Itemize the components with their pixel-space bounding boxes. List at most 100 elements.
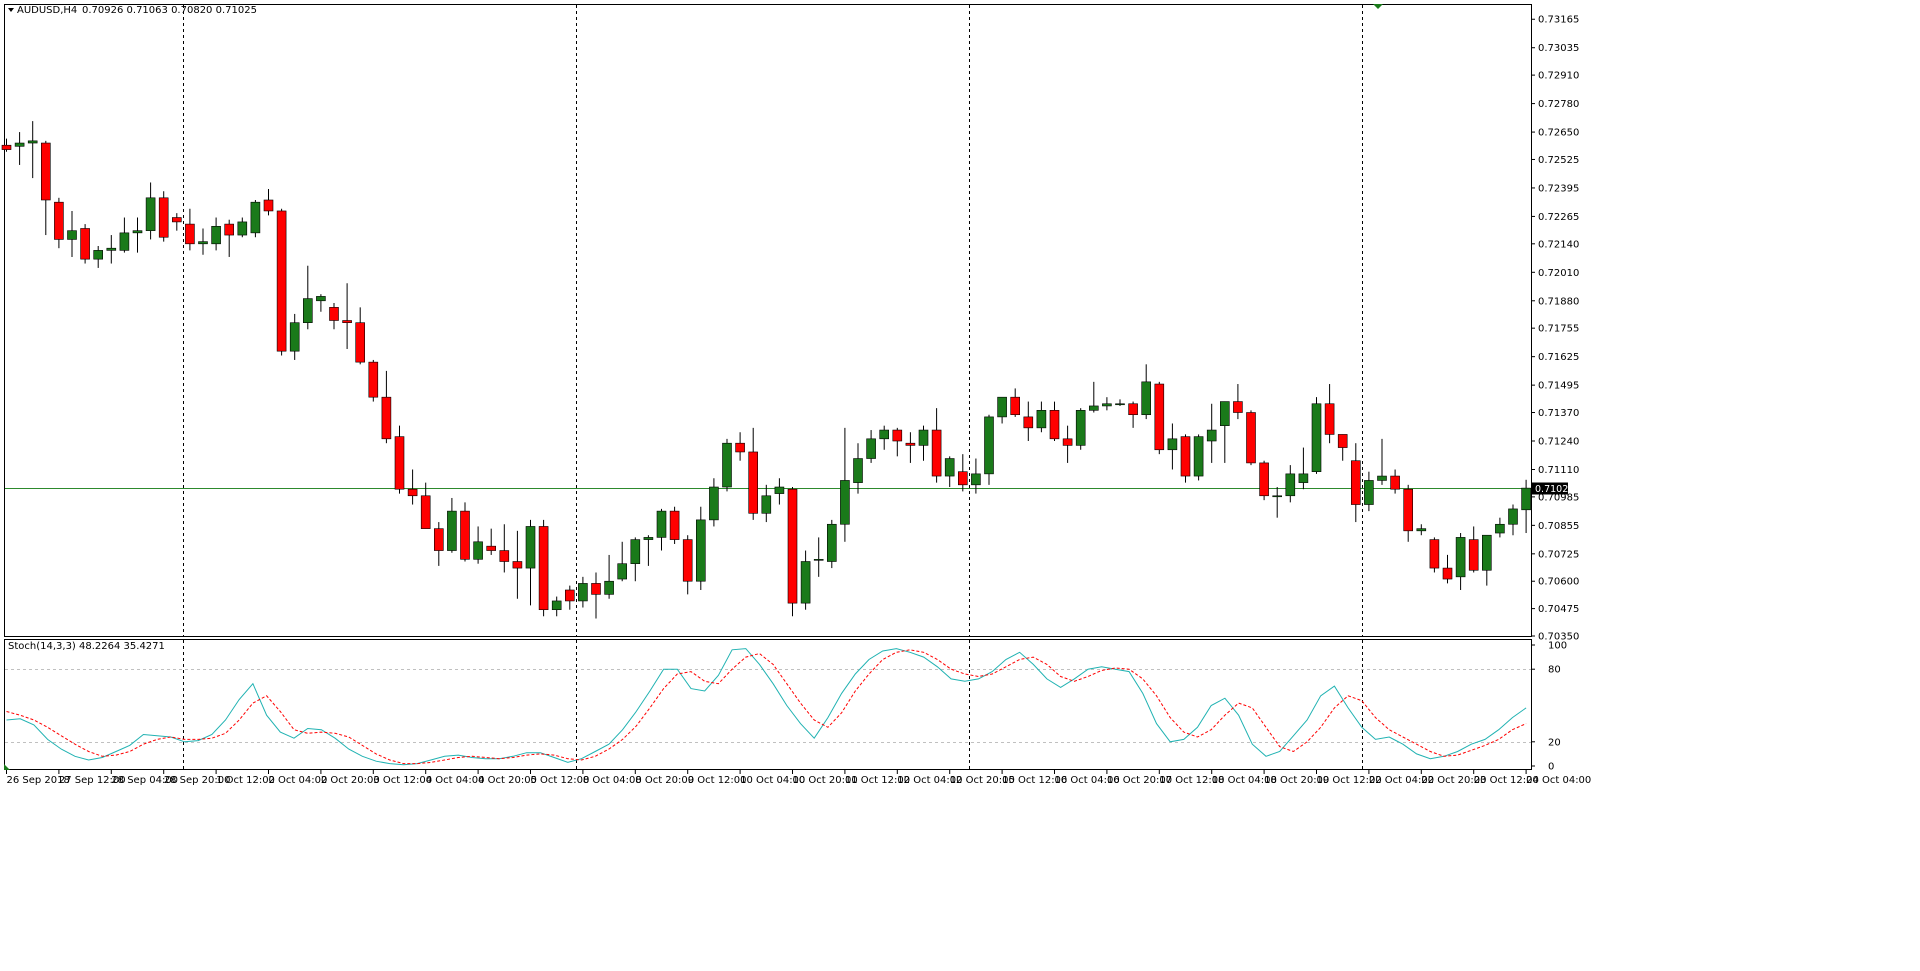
time-tick-label: 28 Sep 04:00 bbox=[111, 775, 178, 786]
price-tick-label: 0.72265 bbox=[1538, 212, 1579, 223]
price-axis[interactable]: 0.73165 0.73035 0.72910 0.72780 0.72650 0.725… bbox=[1531, 15, 1579, 643]
price-tick-label: 0.70600 bbox=[1538, 577, 1579, 588]
candle bbox=[617, 541, 628, 582]
time-tick-label: 8 Oct 04:00 bbox=[583, 775, 642, 786]
candle-body-bull bbox=[997, 396, 1007, 418]
candle bbox=[892, 427, 903, 457]
price-tick-label: 0.70475 bbox=[1538, 604, 1579, 615]
stoch-level-lines bbox=[5, 669, 1531, 743]
candle bbox=[1167, 423, 1178, 470]
candle-body-bull bbox=[774, 486, 785, 494]
candle-body-bull bbox=[695, 519, 706, 582]
candle bbox=[1220, 401, 1230, 463]
candle-body-bear bbox=[1233, 401, 1243, 413]
price-tick-label: 0.71370 bbox=[1538, 408, 1579, 419]
candle-body-bull bbox=[1521, 487, 1531, 511]
candle-body-bull bbox=[944, 458, 955, 477]
time-tick-label: 28 Sep 20:00 bbox=[164, 775, 231, 786]
candle-body-bull bbox=[722, 442, 732, 488]
candle bbox=[1416, 524, 1427, 536]
candle bbox=[1233, 384, 1243, 420]
candle-body-bear bbox=[185, 223, 195, 245]
candle bbox=[158, 191, 169, 242]
candle bbox=[984, 414, 994, 485]
candle-body-bear bbox=[669, 510, 680, 540]
candle-body-bear bbox=[1390, 475, 1400, 490]
candle-body-bear bbox=[263, 199, 274, 212]
candle-body-bear bbox=[80, 228, 90, 260]
time-tick-label: 17 Oct 12:00 bbox=[1159, 775, 1224, 786]
candle-body-bull bbox=[1102, 403, 1112, 407]
candle-body-bull bbox=[447, 510, 457, 551]
candlesticks bbox=[1, 121, 1531, 619]
price-tick-label: 0.70725 bbox=[1538, 549, 1579, 560]
candle bbox=[1128, 401, 1138, 428]
price-badge-text: 0.71025 bbox=[1535, 484, 1574, 495]
candle bbox=[1285, 465, 1296, 503]
candle-body-bull bbox=[918, 429, 929, 446]
candle bbox=[433, 522, 444, 566]
time-tick-label: 2 Oct 04:00 bbox=[269, 775, 328, 786]
candle-body-bull bbox=[866, 438, 876, 459]
candle bbox=[1062, 425, 1073, 463]
candle bbox=[853, 443, 863, 494]
candle bbox=[1324, 384, 1335, 444]
candle-body-bull bbox=[211, 225, 221, 245]
candle-body-bull bbox=[14, 142, 25, 147]
time-tick-label: 9 Oct 12:00 bbox=[688, 775, 747, 786]
candle-body-bull bbox=[119, 232, 130, 251]
candle bbox=[1468, 526, 1479, 573]
candle-body-bear bbox=[394, 436, 405, 490]
time-tick-label: 4 Oct 04:00 bbox=[426, 775, 485, 786]
candle bbox=[211, 217, 221, 251]
candle bbox=[67, 210, 77, 257]
stochastic-lines bbox=[6, 648, 1527, 766]
candle bbox=[224, 219, 234, 257]
candle-body-bear bbox=[1403, 488, 1413, 532]
candle bbox=[525, 519, 536, 606]
candle-body-bull bbox=[1115, 403, 1125, 406]
candle-body-bull bbox=[145, 197, 156, 231]
time-tick-label: 2 Oct 20:00 bbox=[321, 775, 380, 786]
candle-body-bear bbox=[276, 210, 287, 352]
time-tick-label: 24 Oct 04:00 bbox=[1526, 775, 1591, 786]
shift-marker-icon bbox=[4, 764, 10, 770]
candle-body-bear bbox=[54, 201, 64, 240]
candle-body-bull bbox=[27, 140, 38, 144]
candle bbox=[1049, 401, 1060, 442]
candle-body-bull bbox=[853, 458, 863, 483]
time-tick-label: 12 Oct 04:00 bbox=[897, 775, 962, 786]
candle-body-bull bbox=[1193, 436, 1204, 477]
candle-body-bull bbox=[813, 559, 824, 561]
candle-body-bull bbox=[1206, 429, 1217, 442]
candle-body-bear bbox=[329, 307, 339, 321]
stoch-signal-line bbox=[6, 649, 1527, 765]
candle bbox=[1193, 434, 1204, 481]
candle bbox=[394, 425, 405, 494]
price-tick-label: 0.72910 bbox=[1538, 71, 1579, 82]
candle bbox=[1482, 534, 1492, 586]
candle-body-bull bbox=[1167, 438, 1178, 451]
time-tick-label: 5 Oct 12:00 bbox=[531, 775, 590, 786]
candle bbox=[774, 478, 785, 505]
candle bbox=[722, 438, 732, 492]
time-tick-label: 15 Oct 12:00 bbox=[1002, 775, 1067, 786]
candle-body-bull bbox=[1036, 410, 1047, 429]
candle-body-bull bbox=[93, 250, 103, 260]
candle-body-bull bbox=[1141, 381, 1151, 416]
candle bbox=[237, 217, 248, 238]
candle bbox=[145, 182, 156, 240]
time-tick-label: 10 Oct 04:00 bbox=[740, 775, 805, 786]
candle-body-bull bbox=[1377, 475, 1387, 481]
candle-body-bear bbox=[172, 217, 182, 223]
candle-body-bear bbox=[407, 488, 418, 497]
price-tick-label: 0.72525 bbox=[1538, 155, 1579, 166]
candle bbox=[1298, 447, 1309, 490]
candle-body-bear bbox=[1049, 410, 1060, 440]
candle-body-bear bbox=[1128, 403, 1138, 416]
chart-menu-arrow-icon[interactable] bbox=[8, 8, 14, 12]
candle bbox=[1, 138, 12, 152]
